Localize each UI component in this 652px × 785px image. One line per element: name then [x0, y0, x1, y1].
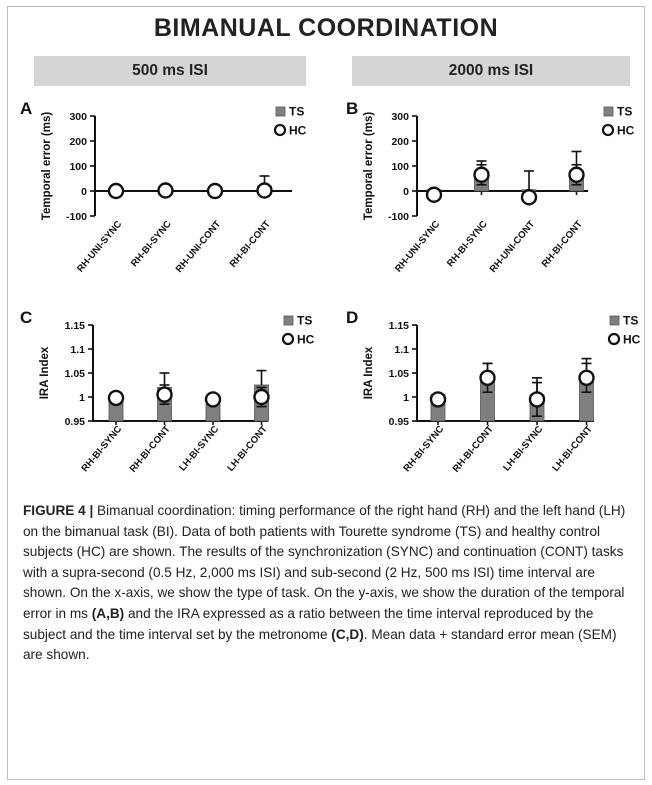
panel-c-hc-point-1	[156, 386, 173, 403]
panel-c-ytick-label-2: 1.05	[65, 368, 86, 380]
panel-b-letter: B	[346, 99, 358, 118]
panel-d-category-label-2: LH-BI-SYNC	[501, 424, 545, 474]
panel-b-ytick-label-0: 300	[391, 111, 409, 123]
panel-c-legend-hc-label: HC	[297, 333, 315, 347]
panel-d-category-label-1: RH-BI-CONT	[451, 424, 496, 475]
panel-b-legend-ts-label: TS	[617, 105, 632, 119]
panel-d-legend-ts-swatch	[609, 315, 620, 326]
panel-d-category-label-0: RH-BI-SYNC	[402, 424, 447, 474]
panel-a-ylabel: Temporal error (ms)	[41, 112, 53, 221]
panel-d-legend-hc-swatch	[607, 332, 621, 346]
panel-b-category-label-1: RH-BI-SYNC	[445, 219, 490, 269]
panel-b-legend-hc-label: HC	[617, 124, 635, 138]
panel-a-hc-point-1	[157, 182, 174, 199]
panel-a-category-label-3: RH-BI-CONT	[228, 219, 273, 270]
panel-d-category-label-3: LH-BI-CONT	[550, 424, 594, 474]
panel-a-legend-ts-label: TS	[289, 105, 304, 119]
figure-caption: FIGURE 4 | Bimanual coordination: timing…	[23, 501, 631, 666]
panel-b-category-label-2: RH-UNI-CONT	[488, 219, 538, 275]
panel-a-ytick-label-0: 300	[69, 111, 87, 123]
panel-b-ytick-label-1: 200	[391, 136, 409, 148]
panel-c-category-label-1: RH-BI-CONT	[128, 424, 173, 475]
panel-b-ytick-label-3: 0	[403, 186, 409, 198]
panel-b-legend-ts-swatch	[603, 106, 614, 117]
panel-b-hc-point-0	[425, 186, 443, 203]
panel-c-ylabel: IRA Index	[39, 346, 51, 399]
panel-a-category-label-2: RH-UNI-CONT	[174, 219, 224, 275]
panel-c-category-label-0: RH-BI-SYNC	[80, 424, 125, 474]
panel-b-hc-point-1	[473, 166, 490, 183]
panel-c-legend-ts-label: TS	[297, 314, 312, 328]
panel-b-ytick-label-4: -100	[388, 211, 409, 223]
panel-b-ytick-label-2: 100	[391, 161, 409, 173]
panel-a-category-label-1: RH-BI-SYNC	[129, 219, 174, 269]
panel-a-ytick-label-4: -100	[66, 211, 87, 223]
panel-c-category-label-2: LH-BI-SYNC	[177, 424, 221, 474]
caption-text-2: and the IRA expressed as a ratio between…	[23, 605, 594, 642]
caption-ref-cd: (C,D)	[331, 626, 364, 642]
panel-d-legend-hc-label: HC	[623, 333, 641, 347]
panel-c-hc-point-2	[204, 391, 222, 408]
panel-b-hc-point-3	[568, 166, 585, 183]
panel-d-ytick-label-1: 1.1	[394, 344, 409, 356]
panel-d-hc-point-3	[578, 369, 595, 387]
panel-a-hc-point-3	[256, 182, 273, 199]
panel-c-ytick-label-3: 1	[79, 392, 85, 404]
caption-text-3: . Mean data + standard error mean (SEM) …	[23, 626, 617, 663]
panel-d-ytick-label-3: 1	[403, 392, 409, 404]
figure-frame	[7, 6, 645, 780]
panel-d-ylabel: IRA Index	[363, 346, 375, 399]
panel-a-ytick-label-3: 0	[81, 186, 87, 198]
panel-d-hc-point-1	[479, 369, 496, 387]
panel-c-legend-hc-swatch	[281, 332, 295, 346]
panel-b-ylabel: Temporal error (ms)	[363, 112, 375, 221]
panel-b-hc-point-2	[520, 189, 538, 206]
panel-d-ytick-label-4: 0.95	[389, 416, 410, 428]
panel-d-hc-point-0	[429, 391, 447, 408]
isi-header-500: 500 ms ISI	[34, 56, 306, 86]
panel-b-category-label-0: RH-UNI-SYNC	[393, 219, 442, 275]
panel-c-legend-ts-swatch	[283, 315, 294, 326]
panel-c-ytick-label-0: 1.15	[65, 320, 86, 332]
panel-a-hc-point-2	[206, 182, 224, 200]
panel-a-legend-hc-label: HC	[289, 124, 307, 138]
panel-c-ytick-label-4: 0.95	[65, 416, 86, 428]
panel-c-category-label-3: LH-BI-CONT	[225, 424, 269, 474]
panel-a-category-label-0: RH-UNI-SYNC	[75, 219, 124, 275]
panel-a-ytick-label-1: 200	[69, 136, 87, 148]
caption-figure-label: FIGURE 4 |	[23, 503, 94, 518]
isi-header-2000: 2000 ms ISI	[352, 56, 630, 86]
panel-c-hc-point-3	[253, 388, 270, 406]
panel-a-legend-ts-swatch	[275, 106, 286, 117]
panel-a-letter: A	[20, 99, 32, 118]
panel-d-ytick-label-2: 1.05	[389, 368, 410, 380]
panel-d-ytick-label-0: 1.15	[389, 320, 410, 332]
caption-text-1: Bimanual coordination: timing performanc…	[23, 503, 626, 621]
panel-a-hc-point-0	[107, 182, 125, 200]
panel-c-letter: C	[20, 308, 32, 327]
panel-b-legend-hc-swatch	[601, 123, 615, 137]
caption-ref-ab: (A,B)	[91, 605, 125, 621]
panel-c-ytick-label-1: 1.1	[70, 344, 85, 356]
panel-b-category-label-3: RH-BI-CONT	[540, 219, 585, 270]
panel-a-ytick-label-2: 100	[69, 161, 87, 173]
panel-d-letter: D	[346, 308, 358, 327]
figure-title: BIMANUAL COORDINATION	[153, 14, 499, 42]
panel-a-legend-hc-swatch	[273, 123, 287, 137]
panel-c-hc-point-0	[107, 389, 125, 407]
panel-d-hc-point-2	[528, 391, 546, 408]
panel-d-legend-ts-label: TS	[623, 314, 638, 328]
